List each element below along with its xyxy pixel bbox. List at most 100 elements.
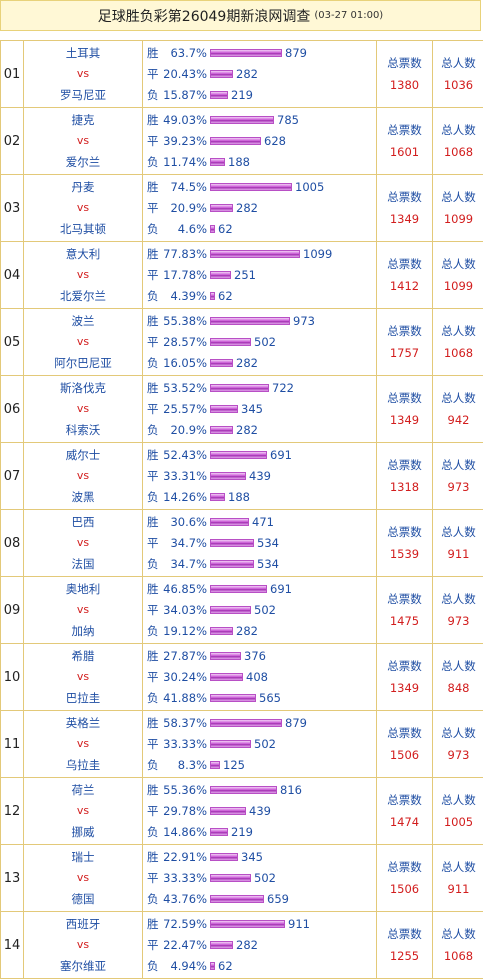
home-team-link[interactable]: 奥地利 bbox=[24, 579, 142, 599]
lose-bar bbox=[210, 828, 228, 836]
lose-label: 负 bbox=[147, 690, 159, 706]
draw-bar bbox=[210, 673, 243, 681]
win-label: 胜 bbox=[147, 380, 159, 396]
draw-count: 251 bbox=[231, 268, 256, 282]
home-team-link[interactable]: 瑞士 bbox=[24, 847, 142, 867]
win-bar bbox=[210, 116, 274, 124]
home-team-link[interactable]: 西班牙 bbox=[24, 914, 142, 934]
away-team-link[interactable]: 北爱尔兰 bbox=[24, 286, 142, 306]
home-team-link[interactable]: 丹麦 bbox=[24, 177, 142, 197]
win-count: 785 bbox=[274, 113, 299, 127]
draw-count: 408 bbox=[243, 670, 268, 684]
away-team-link[interactable]: 法国 bbox=[24, 554, 142, 574]
lose-percent: 11.74% bbox=[159, 155, 210, 169]
away-team-link[interactable]: 巴拉圭 bbox=[24, 688, 142, 708]
away-team-link[interactable]: 科索沃 bbox=[24, 420, 142, 440]
lose-label: 负 bbox=[147, 824, 159, 840]
lose-label: 负 bbox=[147, 623, 159, 639]
home-team-link[interactable]: 意大利 bbox=[24, 244, 142, 264]
win-percent: 77.83% bbox=[159, 247, 210, 261]
total-people-value: 1099 bbox=[444, 208, 473, 230]
total-votes-label: 总票数 bbox=[387, 521, 422, 543]
lose-bar bbox=[210, 761, 220, 769]
draw-bar bbox=[210, 941, 233, 949]
home-team-link[interactable]: 威尔士 bbox=[24, 445, 142, 465]
home-team-link[interactable]: 土耳其 bbox=[24, 43, 142, 63]
total-people-value: 973 bbox=[448, 476, 470, 498]
total-votes-value: 1349 bbox=[390, 409, 419, 431]
home-team-link[interactable]: 英格兰 bbox=[24, 713, 142, 733]
total-votes-value: 1475 bbox=[390, 610, 419, 632]
win-count: 816 bbox=[277, 783, 302, 797]
total-votes-label: 总票数 bbox=[387, 253, 422, 275]
away-team-link[interactable]: 乌拉圭 bbox=[24, 755, 142, 775]
away-team-link[interactable]: 爱尔兰 bbox=[24, 152, 142, 172]
total-people-value: 911 bbox=[448, 878, 470, 900]
total-people-label: 总人数 bbox=[441, 119, 476, 141]
vs-label: vs bbox=[24, 734, 142, 754]
draw-percent: 20.9% bbox=[159, 201, 210, 215]
win-label: 胜 bbox=[147, 581, 159, 597]
vs-label: vs bbox=[24, 466, 142, 486]
win-count: 879 bbox=[282, 46, 307, 60]
away-team-link[interactable]: 波黑 bbox=[24, 487, 142, 507]
lose-label: 负 bbox=[147, 355, 159, 371]
total-votes-label: 总票数 bbox=[387, 789, 422, 811]
away-team-link[interactable]: 德国 bbox=[24, 889, 142, 909]
total-people-label: 总人数 bbox=[441, 722, 476, 744]
away-team-link[interactable]: 阿尔巴尼亚 bbox=[24, 353, 142, 373]
lose-percent: 4.94% bbox=[159, 959, 210, 973]
home-team-link[interactable]: 波兰 bbox=[24, 311, 142, 331]
draw-bar bbox=[210, 338, 251, 346]
away-team-link[interactable]: 罗马尼亚 bbox=[24, 85, 142, 105]
total-votes-label: 总票数 bbox=[387, 655, 422, 677]
vs-label: vs bbox=[24, 533, 142, 553]
vs-label: vs bbox=[24, 64, 142, 84]
total-votes-value: 1349 bbox=[390, 677, 419, 699]
draw-percent: 20.43% bbox=[159, 67, 210, 81]
home-team-link[interactable]: 捷克 bbox=[24, 110, 142, 130]
win-bar bbox=[210, 518, 249, 526]
away-team-link[interactable]: 加纳 bbox=[24, 621, 142, 641]
total-people-label: 总人数 bbox=[441, 856, 476, 878]
home-team-link[interactable]: 希腊 bbox=[24, 646, 142, 666]
away-team-link[interactable]: 挪威 bbox=[24, 822, 142, 842]
match-number: 14 bbox=[1, 912, 24, 979]
home-team-link[interactable]: 巴西 bbox=[24, 512, 142, 532]
away-team-link[interactable]: 塞尔维亚 bbox=[24, 956, 142, 976]
draw-count: 439 bbox=[246, 469, 271, 483]
home-team-link[interactable]: 荷兰 bbox=[24, 780, 142, 800]
home-team-link[interactable]: 斯洛伐克 bbox=[24, 378, 142, 398]
total-people-label: 总人数 bbox=[441, 186, 476, 208]
lose-label: 负 bbox=[147, 958, 159, 974]
win-count: 973 bbox=[290, 314, 315, 328]
total-people-label: 总人数 bbox=[441, 387, 476, 409]
draw-bar bbox=[210, 204, 233, 212]
draw-label: 平 bbox=[147, 468, 159, 484]
total-votes-label: 总票数 bbox=[387, 186, 422, 208]
lose-count: 565 bbox=[256, 691, 281, 705]
vs-label: vs bbox=[24, 868, 142, 888]
away-team-link[interactable]: 北马其顿 bbox=[24, 219, 142, 239]
